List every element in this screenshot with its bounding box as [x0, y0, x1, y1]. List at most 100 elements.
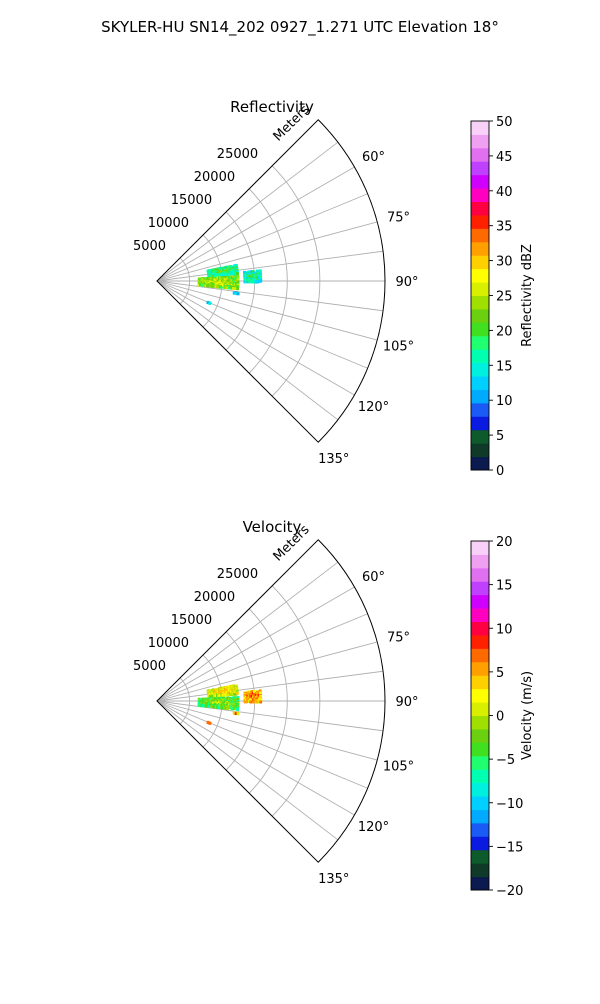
echo-speck: [232, 711, 240, 716]
colorbar-tick-label: 0: [496, 710, 504, 725]
echo-pixel: [236, 692, 239, 695]
colorbar-tick-label: 15: [496, 579, 513, 594]
echo-pixel: [254, 276, 258, 280]
echo-pixel: [234, 712, 238, 716]
azimuth-gridline: [156, 221, 378, 282]
echo-pixel: [229, 279, 233, 283]
echo-pixel: [206, 284, 210, 288]
echo-pixel: [231, 287, 235, 290]
colorbar-swatch: [471, 416, 489, 431]
azimuth-gridline: [156, 193, 368, 282]
colorbar-tick-label: 25: [496, 290, 513, 305]
echo-pixel: [232, 685, 235, 688]
colorbar-swatch: [471, 161, 489, 176]
echo-pixel: [247, 699, 251, 703]
echo-pixel: [247, 272, 251, 276]
echo-pixel: [257, 279, 261, 283]
colorbar-swatch: [471, 121, 489, 135]
echo-pixel: [250, 700, 254, 704]
azimuth-tick-label: 135°: [318, 452, 349, 467]
echo-pixel: [247, 271, 251, 274]
colorbar-tick-label: 5: [496, 666, 504, 681]
range-tick-label: 20000: [194, 170, 235, 185]
echo-pixel: [210, 694, 214, 698]
echo-pixel: [203, 284, 207, 288]
echo-pixel: [249, 274, 252, 278]
azimuth-tick-label: 60°: [362, 570, 385, 585]
echo-pixel: [232, 291, 236, 295]
colorbar-swatch: [471, 174, 489, 189]
echo-pixel: [209, 277, 213, 281]
azimuth-tick-label: 120°: [358, 820, 389, 835]
azimuth-gridline: [156, 280, 355, 396]
echo-pixel: [246, 699, 250, 703]
echo-pixel: [223, 700, 227, 704]
colorbar-swatch: [471, 228, 489, 243]
azimuth-gridline: [156, 670, 384, 702]
echo-pixel: [249, 280, 253, 284]
azimuth-gridline: [156, 700, 339, 841]
echo-pixel: [217, 706, 221, 709]
echo-pixel: [255, 700, 258, 704]
echo-pixel: [252, 700, 255, 704]
range-tick-label: 5000: [133, 239, 166, 254]
echo-pixel: [230, 707, 234, 711]
azimuth-gridline: [156, 561, 339, 702]
azimuth-gridline: [156, 280, 339, 421]
echo-pixel: [223, 286, 227, 289]
echo-pixel: [250, 277, 254, 281]
echo-pixel: [224, 705, 228, 709]
colorbar-tick-label: 0: [496, 464, 504, 479]
colorbar-tick-label: 15: [496, 359, 513, 374]
echo-pixel: [204, 284, 208, 288]
echo-pixel: [216, 279, 220, 283]
echo-pixel: [220, 285, 224, 289]
echo-pixel: [233, 287, 237, 290]
echo-pixel: [216, 276, 220, 280]
echo-pixel: [244, 700, 248, 704]
echo-pixel: [249, 697, 253, 701]
azimuth-tick-label: 120°: [358, 400, 389, 415]
azimuth-tick-label: 135°: [318, 872, 349, 887]
echo-pixel: [210, 284, 214, 288]
echo-pixel: [228, 267, 231, 270]
echo-pixel: [251, 270, 255, 274]
colorbar-swatch: [471, 349, 489, 364]
echo-pixel: [236, 712, 240, 716]
colorbar-tick-label: −20: [496, 884, 523, 899]
colorbar-swatch: [471, 594, 489, 609]
echo-pixel: [224, 286, 228, 290]
echo-pixel: [246, 272, 249, 276]
colorbar-swatch: [471, 541, 489, 555]
colorbar-swatch: [471, 134, 489, 149]
echo-pixel: [255, 699, 258, 702]
range-tick-label: 5000: [133, 659, 166, 674]
echo-pixel: [253, 699, 257, 703]
echo-pixel: [259, 279, 263, 283]
echo-pixel: [214, 694, 218, 698]
echo-pixel: [244, 275, 248, 279]
colorbar-swatch: [471, 429, 489, 444]
echo-pixel: [219, 285, 222, 289]
range-tick-label: 15000: [171, 193, 212, 208]
colorbar-swatch: [471, 389, 489, 404]
echo-pixel: [216, 706, 220, 709]
colorbar-tick-label: 20: [496, 535, 513, 550]
colorbar-swatch: [471, 268, 489, 283]
echo-pixel: [244, 697, 248, 701]
colorbar-swatch: [471, 782, 489, 797]
colorbar-swatch: [471, 255, 489, 270]
colorbar-swatch: [471, 443, 489, 458]
echo-pixel: [236, 292, 240, 296]
echo-pixel: [197, 283, 201, 287]
echo-pixel: [200, 704, 204, 708]
colorbar-swatch: [471, 581, 489, 596]
colorbar-swatch: [471, 675, 489, 690]
azimuth-gridline: [156, 280, 378, 341]
echo-upper-cell: [206, 263, 239, 278]
colorbar-tick-label: 40: [496, 185, 513, 200]
echo-pixel: [215, 280, 218, 284]
colorbar-swatch: [471, 322, 489, 337]
echo-pixel: [204, 704, 208, 708]
